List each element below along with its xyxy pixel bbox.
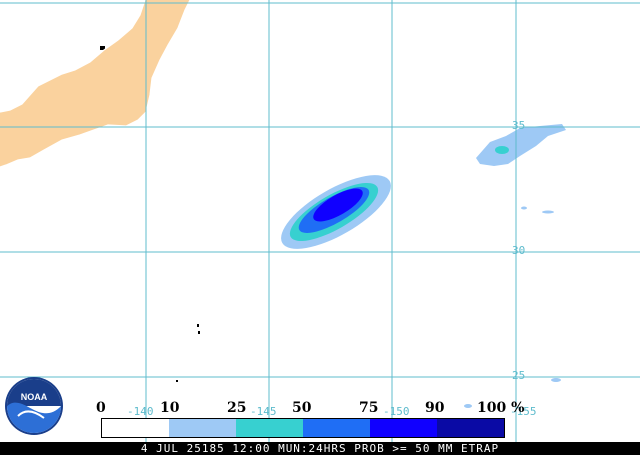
longitude-label-155: -155 — [510, 405, 537, 418]
legend-swatch-0-10 — [102, 419, 169, 437]
longitude-label-140: -140 — [127, 405, 154, 418]
legend-tick-100: 100 % — [477, 400, 525, 416]
legend-tick-10: 10 — [160, 400, 180, 416]
legend-tick-50: 50 — [292, 400, 312, 416]
map-caption: 4 JUL 25185 12:00 MUN:24HRS PROB >= 50 M… — [140, 442, 500, 455]
legend-tick-90: 90 — [425, 400, 445, 416]
latitude-label-35: 35 — [512, 119, 526, 132]
legend-swatch-75-90 — [370, 419, 437, 437]
noaa-logo: NOAA — [5, 377, 63, 435]
legend-swatch-50-75 — [303, 419, 370, 437]
prob-10-east-region — [476, 124, 566, 166]
legend-swatch-10-25 — [169, 419, 236, 437]
longitude-label-150: -150 — [383, 405, 410, 418]
prob-25-east-region — [495, 146, 509, 154]
noaa-logo-text: NOAA — [21, 392, 48, 402]
legend-tick-25: 25 — [227, 400, 247, 416]
caption-bar: 4 JUL 25185 12:00 MUN:24HRS PROB >= 50 M… — [0, 442, 640, 455]
probability-shading — [281, 124, 566, 408]
legend-color-bar — [101, 418, 505, 438]
legend-tick-75: 75 — [359, 400, 379, 416]
legend-tick-0: 0 — [96, 400, 106, 416]
lat-lon-grid — [0, 0, 640, 442]
prob-75-region — [313, 188, 363, 222]
legend-swatch-90-100 — [437, 419, 504, 437]
legend-swatch-25-50 — [236, 419, 303, 437]
legend-tick-labels: 0 10 25 50 75 90 100 % — [0, 400, 640, 418]
latitude-label-25: 25 — [512, 369, 526, 382]
japan-landmass — [0, 0, 190, 167]
longitude-label-145: -145 — [250, 405, 277, 418]
small-islands — [100, 46, 200, 382]
latitude-label-30: 30 — [512, 244, 526, 257]
coastlines — [0, 0, 191, 168]
